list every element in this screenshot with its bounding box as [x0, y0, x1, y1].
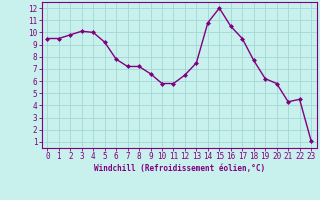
X-axis label: Windchill (Refroidissement éolien,°C): Windchill (Refroidissement éolien,°C)	[94, 164, 265, 173]
